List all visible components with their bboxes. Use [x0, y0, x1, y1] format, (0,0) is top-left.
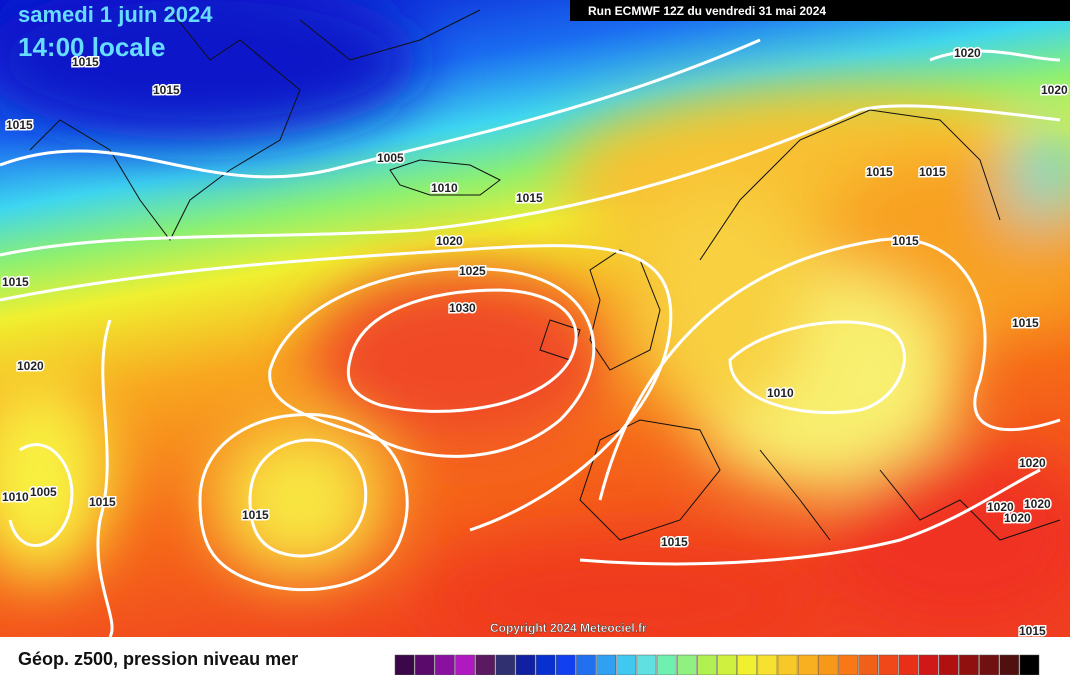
scale-swatch [979, 654, 999, 675]
isobar-label: 1020 [1024, 497, 1051, 511]
scale-swatch [797, 654, 818, 675]
isobar-label: 1030 [449, 301, 476, 315]
map: 1015101510151005101010151020102510301015… [0, 0, 1070, 638]
isobar-label: 1015 [892, 234, 919, 248]
isobar-label: 1020 [1004, 511, 1031, 525]
run-info: Run ECMWF 12Z du vendredi 31 mai 2024 [588, 4, 826, 18]
isobar-label: 1020 [436, 234, 463, 248]
scale-swatch [495, 654, 516, 675]
scale-swatch [898, 654, 919, 675]
scale-swatch [636, 654, 657, 675]
scale-swatch [697, 654, 717, 675]
isobar-label: 1015 [661, 535, 688, 549]
scale-swatch [737, 654, 758, 675]
scale-swatch [858, 654, 878, 675]
isobar-label: 1015 [89, 495, 116, 509]
isobar-label: 1010 [431, 181, 458, 195]
isobars [0, 38, 1061, 637]
scale-swatch [838, 654, 858, 675]
color-scale [394, 654, 1040, 675]
isobar-label: 1020 [987, 500, 1014, 514]
isobar-label: 1010 [767, 386, 794, 400]
isobar-label: 1015 [72, 55, 99, 69]
isobar-label: 1020 [17, 359, 44, 373]
isobar-label: 1015 [6, 118, 33, 132]
scale-swatch [717, 654, 737, 675]
scale-swatch [757, 654, 778, 675]
scale-swatch [435, 654, 455, 675]
isobar-label: 1020 [954, 46, 981, 60]
scale-swatch [556, 654, 576, 675]
forecast-date: samedi 1 juin 2024 [18, 2, 213, 27]
scale-swatch [818, 654, 838, 675]
scale-swatch [576, 654, 596, 675]
field-shading [0, 0, 1070, 637]
isobar-label: 1015 [866, 165, 893, 179]
scale-swatch [999, 654, 1020, 675]
scale-swatch [394, 654, 415, 675]
scale-swatch [938, 654, 959, 675]
isobar-label: 1015 [516, 191, 543, 205]
isobar-label: 1005 [377, 151, 404, 165]
scale-swatch [475, 654, 496, 675]
isobar-label: 1010 [2, 490, 29, 504]
isobar-label: 1015 [153, 83, 180, 97]
isobar-label: 1015 [2, 275, 29, 289]
scale-swatch [616, 654, 637, 675]
legend-title: Géop. z500, pression niveau mer [18, 649, 298, 669]
coastlines [29, 9, 1061, 541]
forecast-time: 14:00 locale [18, 32, 165, 62]
isobar-label: 1025 [459, 264, 486, 278]
isobar-label: 1005 [30, 485, 57, 499]
isobar-label: 1015 [1012, 316, 1039, 330]
isobar-labels: 1015101510151005101010151020102510301015… [1, 45, 1070, 638]
scale-swatch [656, 654, 677, 675]
scale-swatch [596, 654, 616, 675]
scale-swatch [414, 654, 435, 675]
scale-swatch [918, 654, 939, 675]
isobar-label: 1015 [242, 508, 269, 522]
copyright: Copyright 2024 Meteociel.fr [490, 621, 647, 635]
isobar-label: 1020 [1019, 456, 1046, 470]
isobar-label: 1020 [1041, 83, 1068, 97]
scale-swatch [878, 654, 899, 675]
scale-swatch [455, 654, 475, 675]
scale-swatch [515, 654, 536, 675]
isobar-label: 1015 [1019, 624, 1046, 638]
scale-swatch [676, 654, 697, 675]
isobar-label: 1015 [919, 165, 946, 179]
scale-swatch [1019, 654, 1040, 675]
scale-swatch [535, 654, 556, 675]
scale-swatch [777, 654, 798, 675]
scale-swatch [959, 654, 979, 675]
run-banner [570, 0, 1070, 21]
